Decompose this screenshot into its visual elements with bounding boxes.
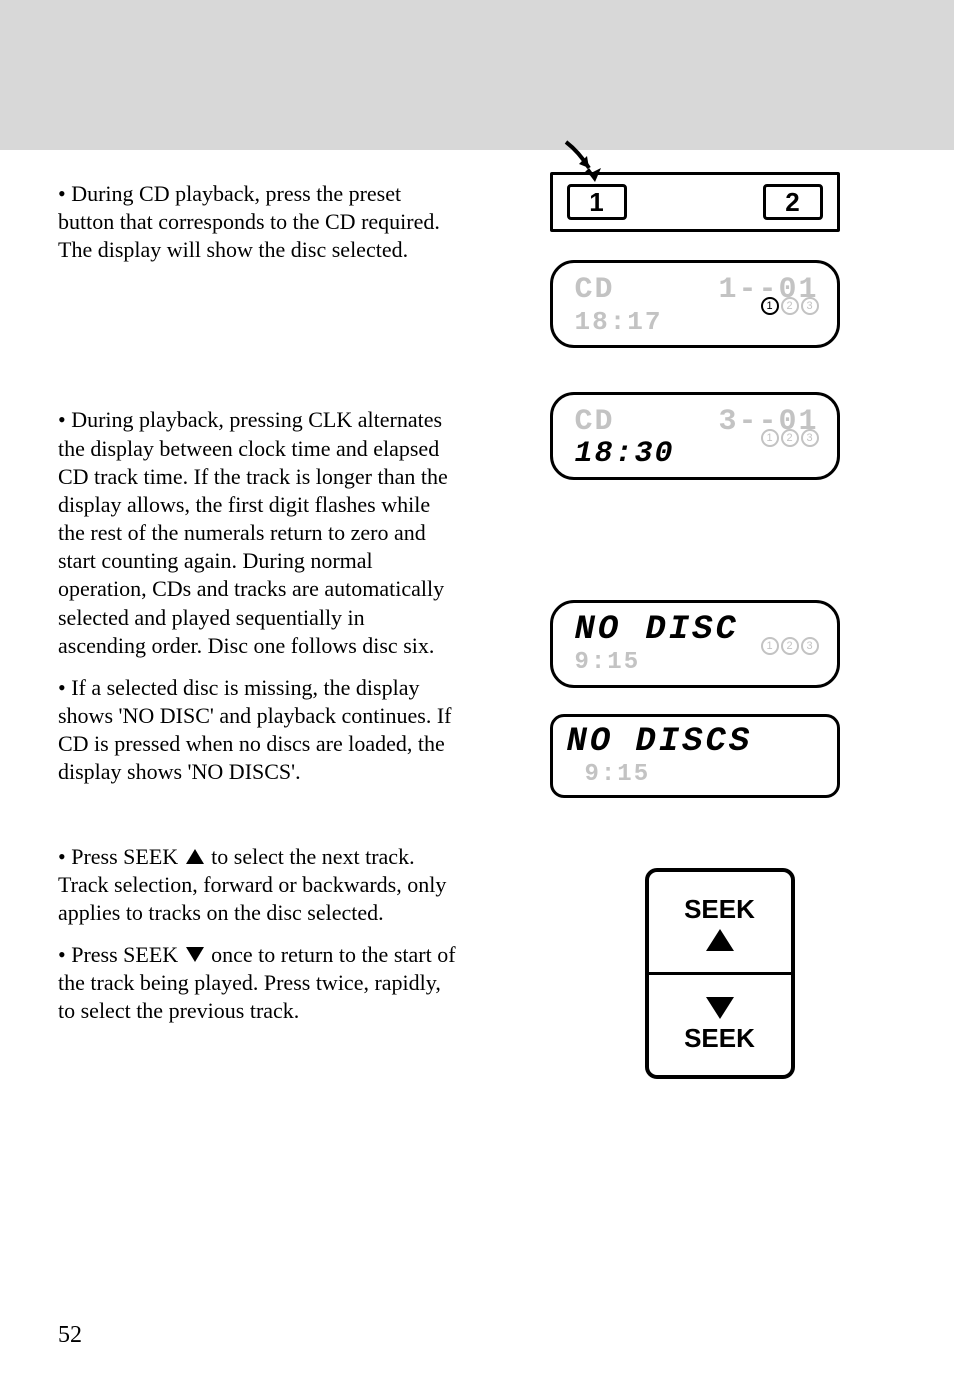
preset-button-1[interactable]: 1 — [567, 184, 627, 220]
indicator-1: 1 — [761, 637, 779, 655]
lcd3-indicators: 1 2 3 — [761, 637, 819, 655]
seek-up-triangle-icon — [706, 929, 734, 951]
paragraph-3: • If a selected disc is missing, the dis… — [58, 674, 458, 787]
indicator-3: 3 — [801, 429, 819, 447]
preset-button-2[interactable]: 2 — [763, 184, 823, 220]
lcd1-top-left: CD — [575, 273, 615, 307]
lcd2-indicators: 1 2 3 — [761, 429, 819, 447]
header-bar — [0, 0, 954, 150]
lcd3-bottom: 9:15 — [575, 649, 641, 676]
indicator-3: 3 — [801, 637, 819, 655]
seek-down-icon — [186, 947, 204, 962]
seek-up-label: SEEK — [684, 894, 755, 925]
lcd-display-1: CD 1--01 1 2 3 18:17 — [550, 260, 840, 348]
indicator-3: 3 — [801, 297, 819, 315]
indicator-1: 1 — [761, 297, 779, 315]
lcd-display-2: CD 3--01 1 2 3 18:30 — [550, 392, 840, 480]
page-number: 52 — [58, 1322, 82, 1349]
p4-prefix: • Press SEEK — [58, 844, 178, 869]
indicator-2: 2 — [781, 297, 799, 315]
indicator-2: 2 — [781, 429, 799, 447]
lcd4-top-right: DISCS — [635, 723, 752, 761]
p5-prefix: • Press SEEK — [58, 942, 178, 967]
indicator-2: 2 — [781, 637, 799, 655]
lcd4-top-left: NO — [567, 723, 614, 761]
lcd-display-3: NO DISC 1 2 3 9:15 — [550, 600, 840, 688]
lcd-display-4: NO DISCS 9:15 — [550, 714, 840, 798]
seek-up-icon — [186, 849, 204, 864]
paragraph-2: • During playback, pressing CLK alternat… — [58, 406, 458, 659]
preset-diagram: 1 2 — [550, 172, 840, 232]
pointer-arrow-icon — [561, 140, 611, 186]
indicator-1: 1 — [761, 429, 779, 447]
paragraph-5: • Press SEEK once to return to the start… — [58, 941, 458, 1025]
lcd3-top-right: DISC — [645, 611, 739, 649]
lcd2-bottom: 18:30 — [575, 437, 675, 471]
seek-control: SEEK SEEK — [645, 868, 795, 1079]
seek-down-button[interactable]: SEEK — [649, 975, 791, 1075]
lcd4-bottom: 9:15 — [585, 761, 651, 788]
lcd1-indicators: 1 2 3 — [761, 297, 819, 315]
preset-box: 1 2 — [550, 172, 840, 232]
lcd1-bottom: 18:17 — [575, 307, 663, 337]
seek-up-button[interactable]: SEEK — [649, 872, 791, 972]
content-area: • During CD playback, press the preset b… — [0, 150, 954, 1079]
lcd3-top-left: NO — [575, 611, 622, 649]
seek-down-triangle-icon — [706, 997, 734, 1019]
seek-down-label: SEEK — [684, 1023, 755, 1054]
lcd2-top-left: CD — [575, 405, 615, 439]
paragraph-4: • Press SEEK to select the next track. T… — [58, 843, 458, 927]
left-column: • During CD playback, press the preset b… — [58, 180, 458, 1079]
paragraph-1: • During CD playback, press the preset b… — [58, 180, 458, 264]
right-column: 1 2 CD 1--01 1 2 3 18:17 CD 3--01 — [493, 180, 896, 1079]
